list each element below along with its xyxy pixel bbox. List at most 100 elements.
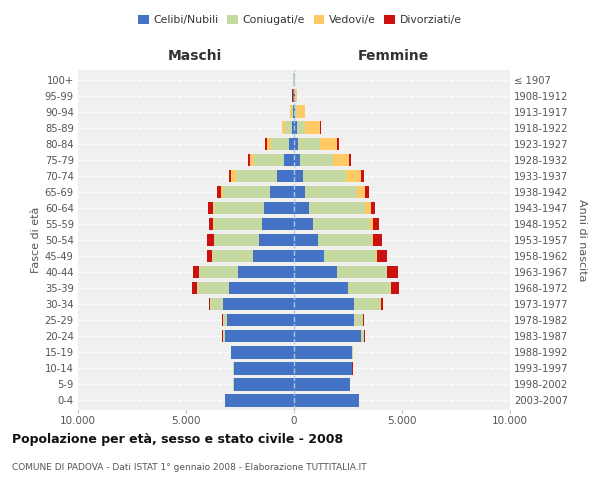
- Bar: [377, 250, 386, 262]
- Bar: [293, 90, 294, 102]
- Bar: [212, 250, 253, 262]
- Bar: [294, 362, 352, 374]
- Bar: [264, 202, 294, 214]
- Bar: [290, 106, 292, 118]
- Bar: [207, 234, 214, 246]
- Bar: [365, 186, 368, 198]
- Bar: [250, 154, 254, 166]
- Bar: [305, 122, 320, 134]
- Bar: [282, 122, 286, 134]
- Bar: [232, 170, 236, 182]
- Bar: [294, 170, 302, 182]
- Bar: [221, 186, 223, 198]
- Bar: [294, 314, 355, 326]
- Bar: [294, 186, 305, 198]
- Bar: [305, 186, 356, 198]
- Bar: [270, 186, 294, 198]
- Bar: [297, 106, 305, 118]
- Bar: [294, 266, 337, 278]
- Bar: [294, 250, 324, 262]
- Bar: [302, 170, 346, 182]
- Bar: [209, 218, 214, 230]
- Bar: [294, 298, 355, 310]
- Bar: [388, 266, 398, 278]
- Bar: [296, 122, 305, 134]
- Bar: [301, 154, 333, 166]
- Bar: [262, 218, 294, 230]
- Bar: [370, 218, 373, 230]
- Bar: [223, 186, 270, 198]
- Bar: [294, 218, 313, 230]
- Bar: [259, 234, 294, 246]
- Bar: [295, 90, 296, 102]
- Bar: [286, 122, 292, 134]
- Bar: [233, 362, 294, 374]
- Bar: [213, 202, 214, 214]
- Bar: [284, 154, 294, 166]
- Bar: [208, 202, 213, 214]
- Bar: [217, 186, 221, 198]
- Bar: [355, 298, 380, 310]
- Bar: [292, 106, 293, 118]
- Bar: [294, 106, 295, 118]
- Bar: [380, 298, 383, 310]
- Bar: [238, 266, 294, 278]
- Bar: [277, 170, 294, 182]
- Bar: [233, 378, 294, 390]
- Bar: [292, 122, 294, 134]
- Bar: [337, 266, 387, 278]
- Legend: Celibi/Nubili, Coniugati/e, Vedovi/e, Divorziati/e: Celibi/Nubili, Coniugati/e, Vedovi/e, Di…: [134, 10, 466, 29]
- Bar: [223, 330, 225, 342]
- Bar: [372, 234, 373, 246]
- Bar: [349, 154, 351, 166]
- Bar: [294, 330, 361, 342]
- Bar: [225, 330, 294, 342]
- Bar: [333, 154, 349, 166]
- Bar: [229, 170, 232, 182]
- Bar: [267, 138, 271, 150]
- Bar: [295, 106, 297, 118]
- Bar: [294, 282, 348, 294]
- Bar: [294, 154, 301, 166]
- Bar: [294, 346, 352, 358]
- Bar: [320, 138, 337, 150]
- Bar: [227, 314, 294, 326]
- Bar: [225, 394, 294, 406]
- Bar: [294, 138, 298, 150]
- Bar: [371, 202, 375, 214]
- Bar: [361, 170, 364, 182]
- Bar: [253, 250, 294, 262]
- Bar: [356, 186, 365, 198]
- Bar: [365, 202, 371, 214]
- Bar: [271, 138, 289, 150]
- Text: Maschi: Maschi: [167, 49, 222, 63]
- Bar: [229, 282, 294, 294]
- Bar: [232, 346, 294, 358]
- Bar: [363, 314, 364, 326]
- Bar: [324, 250, 376, 262]
- Bar: [373, 218, 379, 230]
- Text: Popolazione per età, sesso e stato civile - 2008: Popolazione per età, sesso e stato civil…: [12, 432, 343, 446]
- Bar: [214, 218, 262, 230]
- Bar: [289, 138, 294, 150]
- Bar: [223, 314, 227, 326]
- Bar: [265, 138, 267, 150]
- Bar: [298, 138, 320, 150]
- Y-axis label: Fasce di età: Fasce di età: [31, 207, 41, 273]
- Bar: [294, 122, 296, 134]
- Bar: [294, 90, 295, 102]
- Bar: [223, 298, 294, 310]
- Bar: [214, 202, 264, 214]
- Bar: [376, 250, 377, 262]
- Bar: [193, 266, 199, 278]
- Text: COMUNE DI PADOVA - Dati ISTAT 1° gennaio 2008 - Elaborazione TUTTITALIA.IT: COMUNE DI PADOVA - Dati ISTAT 1° gennaio…: [12, 462, 367, 471]
- Y-axis label: Anni di nascita: Anni di nascita: [577, 198, 587, 281]
- Bar: [248, 154, 250, 166]
- Bar: [254, 154, 284, 166]
- Bar: [391, 282, 399, 294]
- Bar: [210, 298, 223, 310]
- Bar: [193, 282, 197, 294]
- Bar: [346, 170, 361, 182]
- Bar: [348, 282, 391, 294]
- Bar: [361, 330, 364, 342]
